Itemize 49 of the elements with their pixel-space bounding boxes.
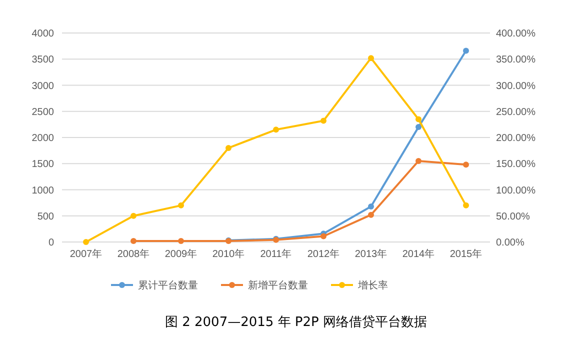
x-tick-label: 2013年 — [354, 248, 388, 260]
point — [463, 162, 469, 168]
y-tick-label: 2500 — [32, 106, 54, 118]
point — [130, 212, 136, 219]
y2-tick-label: 0.00% — [496, 238, 524, 248]
y2-tick-label: 400.00% — [496, 28, 536, 40]
y-tick-label: 1500 — [32, 159, 54, 170]
y2-tick-label: 200.00% — [496, 133, 536, 144]
x-tick-label: 2009年 — [164, 248, 198, 260]
y-tick-label: 0 — [48, 238, 54, 248]
y2-tick-label: 150.00% — [496, 159, 536, 170]
point — [130, 238, 136, 244]
point — [273, 126, 279, 133]
y2-tick-label: 300.00% — [496, 80, 536, 92]
x-tick-label: 2007年 — [70, 248, 102, 260]
y2-tick-label: 350.00% — [496, 54, 536, 66]
caption: 图 2 2007—2015 年 P2P 网络借贷平台数据 — [164, 315, 428, 330]
y-tick-label: 4000 — [32, 28, 54, 40]
x-tick-label: 2011年 — [260, 248, 292, 260]
x-tick-label: 2010年 — [212, 248, 245, 260]
y-tick-label: 2000 — [32, 133, 54, 144]
point — [368, 55, 374, 62]
y-tick-label: 3500 — [32, 54, 54, 66]
y-tick-label: 3000 — [32, 80, 54, 92]
point — [320, 118, 326, 124]
x-tick-label: 2012年 — [307, 248, 340, 260]
point — [178, 238, 184, 244]
point — [416, 116, 422, 122]
point — [83, 239, 89, 245]
legend-label: 增长率 — [357, 280, 388, 292]
point — [178, 202, 184, 208]
point — [416, 158, 422, 164]
x-tick-label: 2014年 — [402, 248, 435, 260]
y2-tick-label: 50.00% — [496, 211, 530, 222]
y-tick-label: 500 — [37, 211, 54, 222]
point — [226, 144, 232, 151]
y2-tick-label: 250.00% — [496, 106, 536, 118]
legend-label: 累计平台数量 — [138, 280, 198, 292]
point — [368, 212, 374, 218]
x-tick-label: 2008年 — [117, 248, 150, 260]
point — [320, 233, 326, 240]
y2-tick-label: 100.00% — [496, 185, 536, 196]
legend-label: 新增平台数量 — [248, 280, 308, 292]
point — [463, 48, 469, 54]
point — [416, 124, 422, 130]
point — [368, 203, 374, 210]
point — [463, 202, 469, 208]
y-tick-label: 1000 — [32, 185, 54, 196]
x-tick-label: 2015年 — [450, 248, 482, 260]
